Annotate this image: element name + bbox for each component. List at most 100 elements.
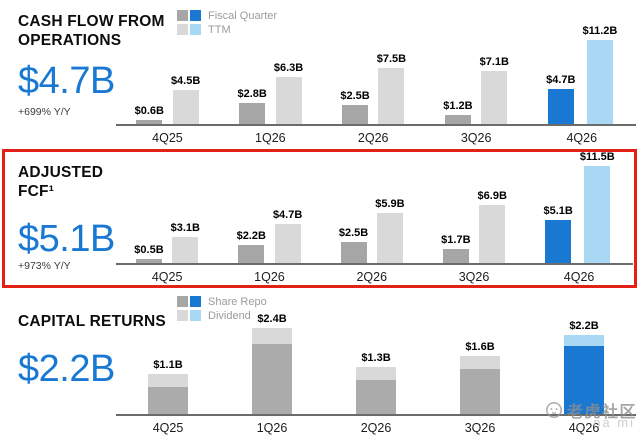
section-title-line: CASH FLOW FROM	[18, 13, 165, 30]
fiscal-quarter-bar	[442, 248, 469, 263]
bar-pair: $0.6B $4.5B	[134, 75, 201, 124]
stacked-bar	[356, 367, 396, 414]
bar-wrap: $6.9B	[478, 190, 507, 263]
bar-total-label: $2.4B	[257, 312, 287, 325]
bar-group-2q26: $2.5B $7.5B 2Q26	[340, 53, 406, 146]
bar-wrap: $0.5B	[134, 243, 164, 263]
section-adjusted-fcf-highlight-box: ADJUSTED FCF¹ $5.1B +973% Y/Y $0.5B $3.1B…	[2, 149, 637, 288]
bar-pair: $1.2B $7.1B	[443, 56, 509, 124]
bar-pair: $4.7B $11.2B	[546, 25, 617, 124]
ttm-bar	[378, 67, 405, 124]
category-label: 3Q26	[460, 131, 492, 145]
legend-swatch-gray-light-icon	[177, 24, 188, 35]
section-title-line: ADJUSTED	[18, 164, 104, 181]
stacked-bar	[148, 374, 188, 414]
dividend-segment	[460, 356, 500, 369]
bar-value-label: $11.2B	[582, 25, 618, 37]
bar-pair: $2.5B $7.5B	[340, 53, 406, 124]
bar-value-label: $2.5B	[338, 227, 369, 239]
legend-item-share-repo: Share Repo	[177, 295, 267, 308]
dividend-segment	[148, 374, 188, 387]
bar-wrap: $3.1B	[171, 222, 200, 263]
legend-item-dividend: Dividend	[177, 309, 267, 322]
bar-value-label: $5.9B	[375, 198, 405, 211]
bar-wrap: $6.3B	[274, 62, 303, 124]
bar-wrap: $2.4B	[252, 313, 292, 414]
legend-label: Share Repo	[208, 295, 267, 308]
section-title-line: CAPITAL RETURNS	[18, 313, 166, 330]
bar-group-3q26: $1.2B $7.1B 3Q26	[443, 56, 509, 146]
watermark-text: 老虎社区	[566, 404, 637, 421]
bar-wrap: $4.7B	[546, 73, 576, 124]
chart-legend: Fiscal Quarter TTM	[177, 10, 277, 38]
x-axis-line	[116, 124, 636, 126]
section-title: CAPITAL RETURNS	[18, 312, 166, 331]
bar-wrap: $11.2B	[582, 25, 618, 124]
bar-value-label: $4.7B	[546, 73, 576, 86]
bar-wrap: $2.8B	[237, 88, 267, 124]
bar-value-label: $1.7B	[441, 233, 471, 246]
category-label: 2Q26	[360, 421, 392, 435]
yoy-change: +973% Y/Y	[18, 260, 71, 272]
headline-value: $5.1B	[18, 218, 115, 260]
bar-wrap: $5.1B	[543, 205, 573, 263]
share-repo-segment	[564, 345, 604, 414]
bar-value-label: $2.5B	[340, 90, 370, 103]
section-title: ADJUSTED FCF¹	[18, 163, 103, 201]
legend-swatch-gray-icon	[177, 296, 188, 307]
bar-value-label: $4.5B	[170, 75, 201, 88]
chart-legend: Share Repo Dividend	[177, 296, 267, 324]
bar-group-4q25: $0.6B $4.5B 4Q25	[135, 75, 201, 146]
bar-value-label: $11.5B	[579, 151, 615, 164]
watermark: 老虎社区	[545, 398, 637, 422]
bar-group-4q25: $1.1B 4Q25	[148, 359, 188, 436]
bar-group-4q26: $4.7B $11.2B 4Q26	[546, 25, 617, 146]
bar-pair: $2.2B $4.7B	[237, 209, 302, 263]
bar-group-2q26: $2.5B $5.9B 2Q26	[339, 198, 405, 285]
bar-value-label: $7.5B	[376, 52, 407, 65]
bar-wrap: $1.2B	[443, 100, 473, 124]
category-label: 3Q26	[458, 270, 490, 284]
stacked-bar-slot: $2.4B	[252, 313, 292, 414]
fiscal-quarter-bar	[135, 258, 162, 263]
fiscal-quarter-bar	[239, 103, 266, 124]
stacked-bar	[460, 356, 500, 414]
bar-group-1q26: $2.4B 1Q26	[252, 313, 292, 436]
bar-value-label: $0.6B	[134, 104, 164, 117]
yoy-change: +699% Y/Y	[18, 106, 71, 118]
bar-wrap: $2.5B	[339, 227, 368, 263]
legend-label: Dividend	[208, 309, 251, 322]
bar-value-label: $0.5B	[134, 243, 164, 256]
bar-group-1q26: $2.8B $6.3B 1Q26	[237, 62, 303, 146]
ttm-bar	[172, 90, 199, 124]
bar-wrap: $1.3B	[356, 352, 396, 414]
share-repo-segment	[252, 343, 292, 414]
ttm-bar	[584, 166, 611, 263]
legend-swatch-gray-light-icon	[177, 310, 188, 321]
dividend-segment	[252, 327, 292, 344]
category-label: 3Q26	[464, 421, 496, 435]
category-label: 4Q26	[568, 421, 600, 435]
dividend-segment	[564, 334, 604, 346]
category-label: 1Q26	[254, 270, 285, 284]
section-title-line: OPERATIONS	[18, 32, 122, 49]
category-label: 4Q26	[566, 131, 598, 145]
fiscal-quarter-bar	[136, 119, 163, 124]
category-label: 1Q26	[256, 421, 288, 435]
legend-label: TTM	[208, 23, 231, 36]
category-label: 4Q25	[152, 131, 183, 145]
section-cash-flow-operations: CASH FLOW FROM OPERATIONS Fiscal Quarter…	[0, 0, 640, 148]
legend-swatch-blue-light-icon	[190, 310, 201, 321]
fiscal-quarter-bar	[547, 88, 574, 124]
bar-total-label: $1.6B	[465, 341, 495, 354]
stacked-bar-slot: $1.1B	[148, 359, 188, 414]
bar-wrap: $0.6B	[134, 104, 164, 124]
bar-value-label: $1.2B	[443, 100, 473, 112]
legend-swatch-blue-light-icon	[190, 24, 201, 35]
stacked-bar	[252, 327, 292, 414]
bar-pair: $2.8B $6.3B	[237, 62, 303, 124]
category-label: 2Q26	[356, 270, 388, 284]
legend-item-fiscal-quarter: Fiscal Quarter	[177, 10, 277, 22]
capital-returns-chart: $1.1B 4Q25 $2.4B 1Q26 $1.3B 2Q26 $1.6B 3Q26 $2.2…	[116, 313, 636, 436]
